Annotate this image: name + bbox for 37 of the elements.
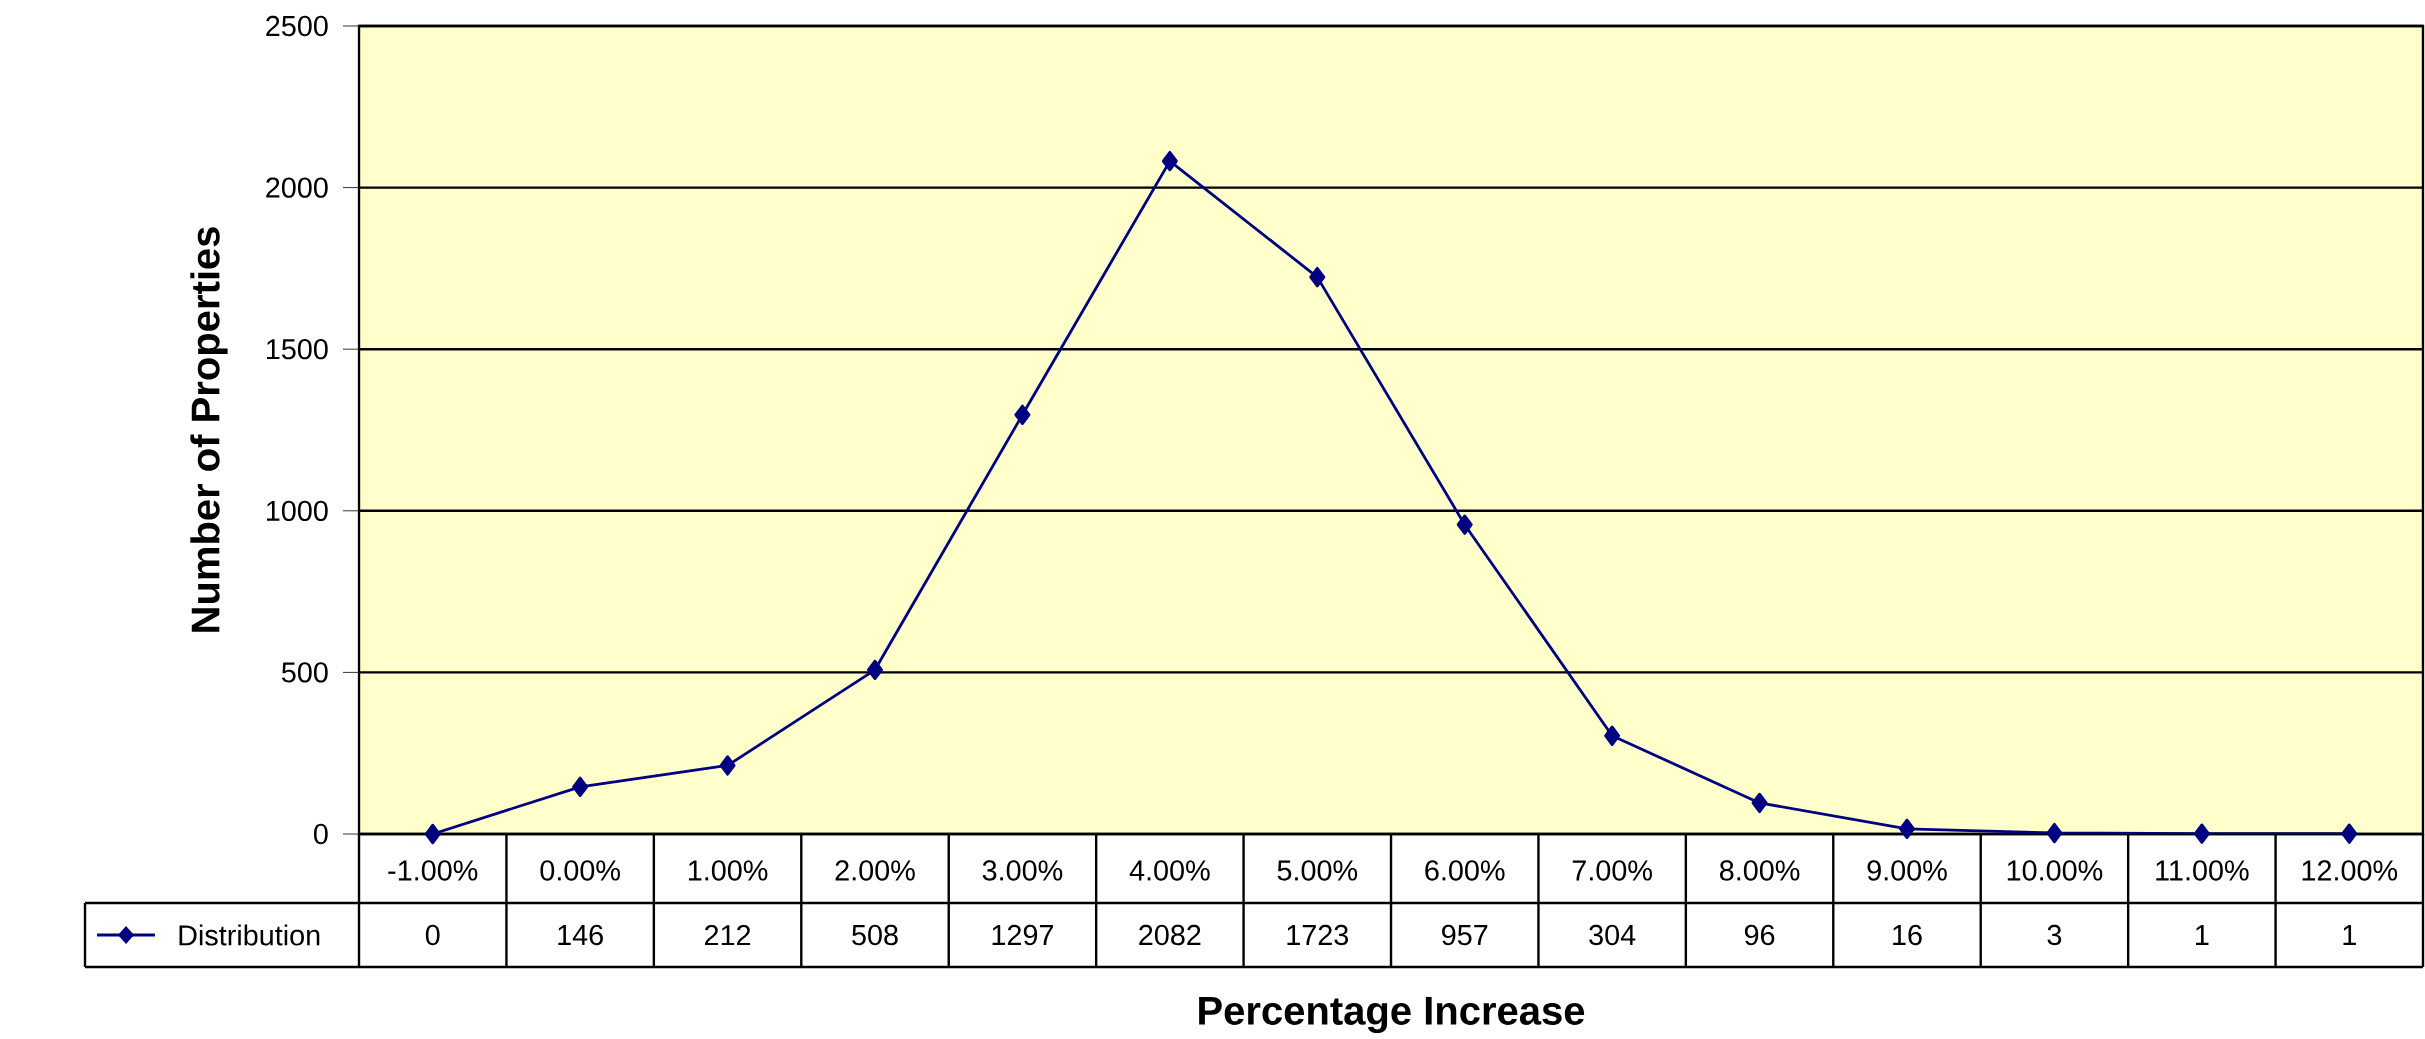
y-tick-label: 1500 (267, 339, 328, 360)
x-tick-label: 0.00% (540, 860, 620, 881)
data-label: 2082 (1139, 924, 1201, 946)
data-label: 146 (558, 924, 603, 946)
data-label: 0 (425, 924, 440, 946)
x-tick-label: 12.00% (2302, 860, 2398, 881)
x-tick-label: -1.00% (388, 860, 478, 881)
data-label: 96 (1744, 924, 1775, 946)
y-tick-label: 500 (281, 662, 328, 683)
x-tick-label: 4.00% (1129, 860, 1210, 881)
x-tick-label: 2.00% (835, 860, 915, 881)
y-tick-label: 1000 (267, 500, 328, 521)
data-label: 1 (2343, 925, 2356, 945)
x-tick-label: 5.00% (1277, 860, 1358, 881)
x-tick-label: 10.00% (2007, 860, 2103, 881)
data-label: 1297 (992, 924, 1054, 946)
y-tick-label: 0 (313, 823, 328, 845)
y-tick-label: 2000 (266, 177, 328, 198)
data-label: 3 (2047, 924, 2062, 946)
x-tick-label: 3.00% (982, 860, 1063, 881)
data-label: 212 (704, 924, 751, 946)
legend-label: Distribution (179, 924, 320, 946)
x-tick-label: 1.00% (688, 860, 768, 881)
x-axis-title: Percentage Increase (1199, 996, 1585, 1033)
x-tick-label: 11.00% (2156, 860, 2249, 881)
y-tick-label: 2500 (266, 15, 328, 37)
data-label: 16 (1893, 924, 1922, 946)
x-tick-label: 6.00% (1425, 860, 1505, 881)
data-label: 957 (1442, 924, 1488, 946)
x-tick-label: 8.00% (1720, 860, 1800, 881)
x-tick-label: 9.00% (1867, 860, 1947, 881)
data-label: 1723 (1287, 924, 1349, 946)
data-label: 304 (1589, 924, 1636, 946)
y-axis-title: Number of Properties (190, 227, 228, 632)
data-label: 1 (2196, 925, 2209, 945)
x-tick-label: 7.00% (1572, 860, 1652, 881)
data-label: 508 (852, 924, 898, 946)
